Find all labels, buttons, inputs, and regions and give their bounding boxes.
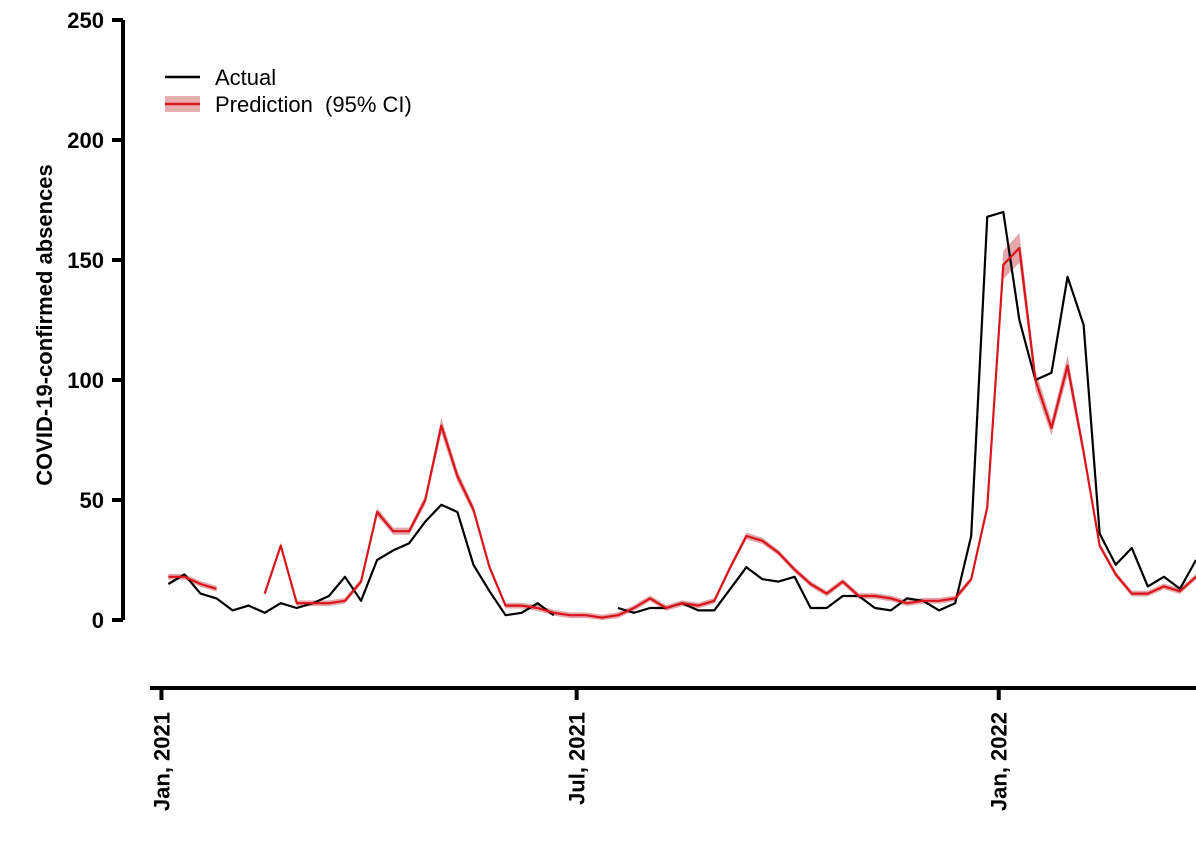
y-tick-label: 150 — [67, 248, 104, 273]
prediction-line — [263, 246, 1196, 619]
y-tick-label: 250 — [67, 8, 104, 33]
y-axis-title: COVID-19-confirmed absences — [32, 164, 57, 486]
plot-area — [167, 210, 1196, 620]
legend-prediction-label: Prediction (95% CI) — [215, 92, 412, 117]
y-tick-label: 0 — [92, 608, 104, 633]
prediction-ci-band — [264, 233, 1196, 620]
x-tick-label: Jan, 2021 — [149, 712, 174, 811]
y-ticks: 0 50 100 150 200 250 — [67, 8, 123, 633]
legend-actual-label: Actual — [215, 65, 276, 90]
y-tick-label: 100 — [67, 368, 104, 393]
legend: Actual Prediction (95% CI) — [165, 65, 412, 117]
x-tick-label: Jan, 2022 — [987, 712, 1012, 811]
actual-line — [617, 210, 1196, 614]
y-tick-label: 50 — [80, 488, 104, 513]
x-tick-label: Jul, 2021 — [565, 712, 590, 805]
x-ticks: Jan, 2021 Jul, 2021 Jan, 2022 — [149, 688, 1012, 811]
prediction-line — [168, 575, 217, 590]
y-tick-label: 200 — [67, 128, 104, 153]
actual-line — [167, 503, 555, 617]
